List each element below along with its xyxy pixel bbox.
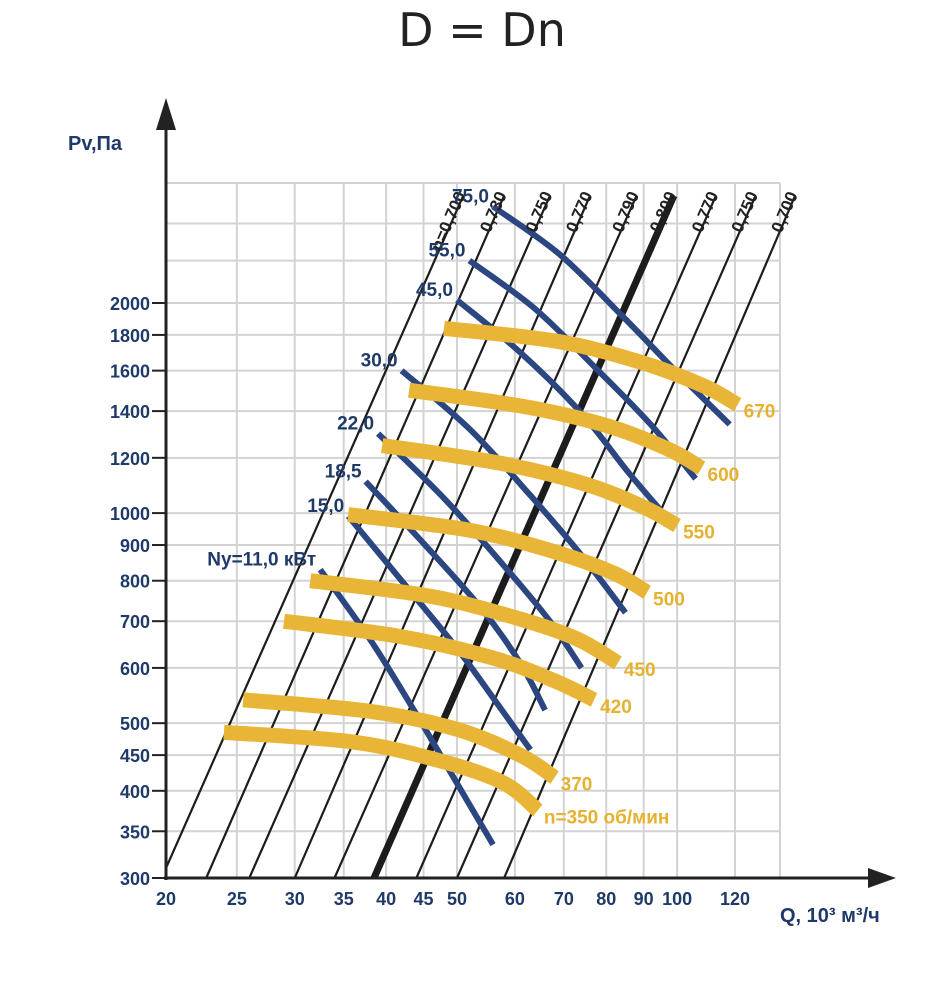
y-tick-label: 900 bbox=[120, 536, 150, 556]
efficiency-line bbox=[248, 195, 551, 879]
y-tick-label: 600 bbox=[120, 659, 150, 679]
power-curve-label: 15,0 bbox=[307, 496, 344, 517]
speed-curve-label: 550 bbox=[683, 522, 715, 543]
speed-curve bbox=[309, 573, 622, 670]
efficiency-line bbox=[503, 195, 797, 879]
speed-curve-label: 670 bbox=[744, 402, 776, 423]
y-tick-label: 350 bbox=[120, 822, 150, 842]
axes bbox=[156, 98, 896, 888]
speed-curve bbox=[223, 724, 543, 817]
x-tick-label: 120 bbox=[720, 889, 750, 909]
speed-curve-label: 500 bbox=[653, 589, 685, 610]
x-tick-label: 25 bbox=[227, 889, 247, 909]
power-curve-label: 22,0 bbox=[337, 414, 374, 435]
efficiency-label: 0,700 bbox=[768, 189, 802, 236]
speed-curve-label: 450 bbox=[624, 660, 656, 681]
y-tick-label: 700 bbox=[120, 612, 150, 632]
power-curve-label: 45,0 bbox=[416, 280, 453, 301]
efficiency-label: 0,750 bbox=[728, 189, 762, 236]
y-tick-label: 800 bbox=[120, 572, 150, 592]
x-tick-label: 20 bbox=[156, 889, 176, 909]
efficiency-label: 0,790 bbox=[609, 189, 644, 236]
efficiency-line bbox=[205, 195, 506, 879]
power-curve-label: 18,5 bbox=[325, 461, 362, 482]
x-tick-label: 60 bbox=[505, 889, 525, 909]
y-axis-arrow bbox=[156, 98, 176, 130]
x-tick-label: 45 bbox=[414, 889, 434, 909]
efficiency-line bbox=[164, 195, 465, 869]
efficiency-label: 0,770 bbox=[688, 189, 722, 236]
efficiency-line bbox=[455, 195, 757, 879]
y-tick-label: 400 bbox=[120, 782, 150, 802]
x-axis-arrow bbox=[868, 868, 896, 888]
speed-curve bbox=[347, 507, 652, 599]
y-tick-label: 450 bbox=[120, 746, 150, 766]
y-tick-label: 2000 bbox=[110, 294, 150, 314]
y-tick-label: 1400 bbox=[110, 402, 150, 422]
speed-curve bbox=[283, 613, 598, 707]
power-curve-label: 55,0 bbox=[428, 241, 465, 262]
efficiency-label: 0,800 bbox=[646, 189, 680, 236]
y-tick-label: 1600 bbox=[110, 362, 150, 382]
speed-curve-label: 420 bbox=[600, 697, 632, 718]
y-tick-label: 1800 bbox=[110, 326, 150, 346]
speed-curve bbox=[380, 438, 681, 533]
x-tick-label: 80 bbox=[596, 889, 616, 909]
power-curve-label: 30,0 bbox=[361, 351, 398, 372]
y-tick-label: 1000 bbox=[110, 504, 150, 524]
power-curve-label: 75,0 bbox=[452, 186, 489, 207]
efficiency-line bbox=[293, 195, 591, 879]
x-tick-label: 100 bbox=[662, 889, 692, 909]
tick-labels: 300 350 400 450 500 600 700 800 900 1000 1200 1400 1… bbox=[110, 294, 750, 909]
y-tick-label: 1200 bbox=[110, 449, 150, 469]
speed-curve-label: 600 bbox=[708, 465, 740, 486]
x-tick-label: 40 bbox=[376, 889, 396, 909]
y-tick-label: 300 bbox=[120, 869, 150, 889]
speed-curves bbox=[223, 320, 742, 817]
y-tick-label: 500 bbox=[120, 714, 150, 734]
x-axis-label: Q, 10³ м³/ч bbox=[780, 905, 880, 927]
speed-curve bbox=[242, 692, 559, 784]
efficiency-label: 0,750 bbox=[522, 189, 557, 236]
x-tick-label: 90 bbox=[634, 889, 654, 909]
speed-curve-label: n=350 об/мин bbox=[544, 807, 670, 828]
power-curve bbox=[491, 204, 732, 427]
speed-curve-label: 370 bbox=[561, 774, 593, 795]
speed-curve bbox=[443, 320, 742, 412]
speed-curve bbox=[408, 382, 706, 475]
chart-title: D = Dn bbox=[398, 3, 566, 57]
y-axis-label: Pv,Па bbox=[68, 133, 123, 155]
x-tick-label: 35 bbox=[334, 889, 354, 909]
power-curve-label: Ny=11,0 кВт bbox=[207, 550, 316, 571]
x-tick-label: 50 bbox=[447, 889, 467, 909]
x-tick-label: 70 bbox=[554, 889, 574, 909]
efficiency-label: 0,770 bbox=[562, 189, 596, 236]
x-tick-label: 30 bbox=[285, 889, 305, 909]
